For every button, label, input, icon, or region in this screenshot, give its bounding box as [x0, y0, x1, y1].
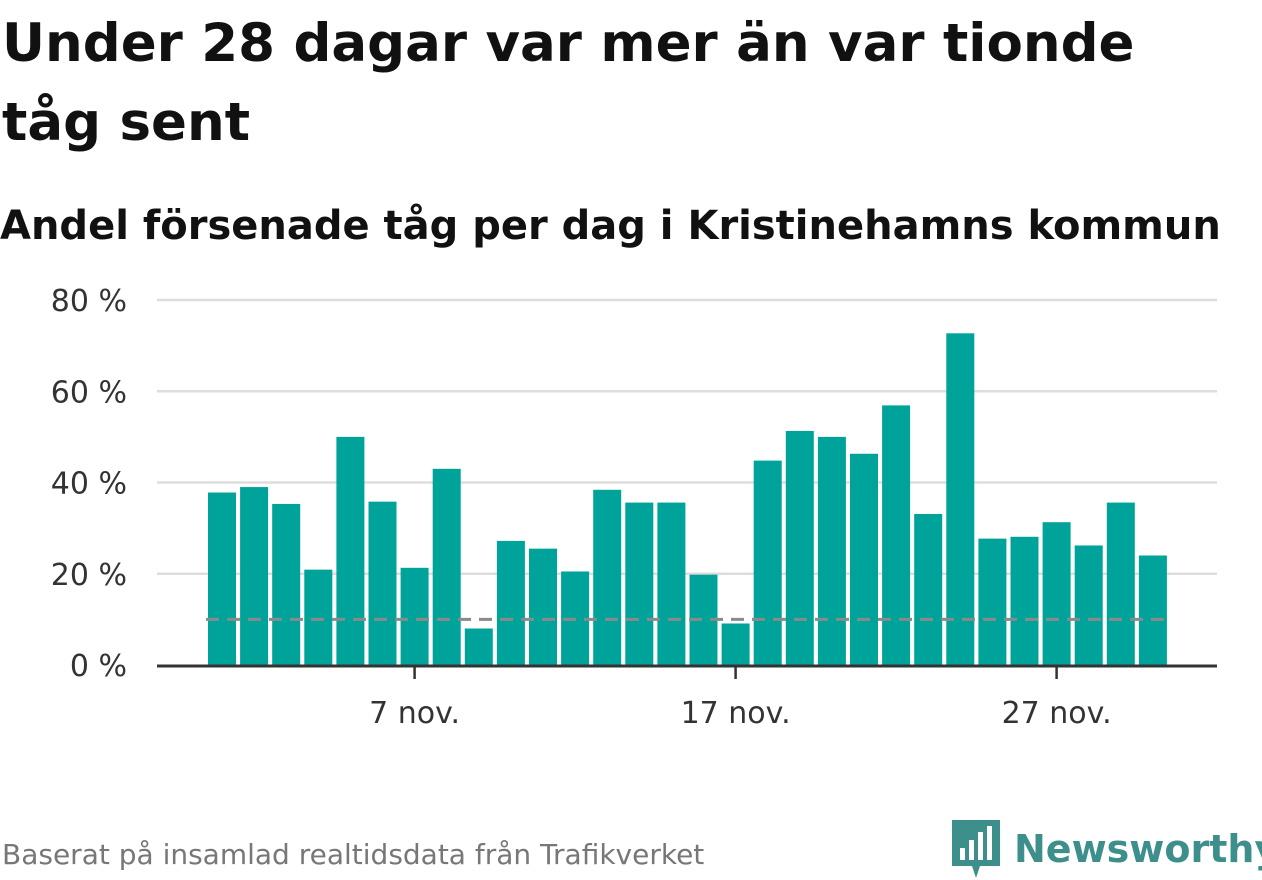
y-axis-tick-labels: 0 % 20 % 40 % 60 % 80 % [51, 284, 127, 684]
bar [1010, 536, 1039, 665]
bar [882, 405, 911, 665]
bar [753, 460, 782, 665]
bars [208, 333, 1167, 665]
gridlines [157, 298, 1217, 575]
bar-chart: 0 % 20 % 40 % 60 % 80 % 7 nov. 17 nov. 27 nov. [51, 284, 1217, 731]
x-tick-label: 27 nov. [1002, 696, 1112, 731]
x-tick-label: 17 nov. [681, 696, 791, 731]
y-tick-label: 60 % [51, 375, 127, 410]
bar [1042, 522, 1071, 665]
bar [336, 436, 365, 665]
bar [657, 502, 686, 665]
x-axis-tick-labels: 7 nov. 17 nov. 27 nov. [369, 666, 1112, 731]
y-tick-label: 40 % [51, 467, 127, 502]
brand-logo: Newsworthy [950, 818, 1262, 880]
bar [240, 487, 269, 665]
newsworthy-chart-logo-icon [952, 820, 1000, 878]
bar [272, 503, 301, 665]
bar [529, 548, 557, 665]
bar [368, 501, 397, 665]
y-tick-label: 80 % [51, 284, 127, 319]
bar [1138, 555, 1167, 665]
bar [208, 492, 236, 665]
bar [593, 489, 622, 665]
bar [304, 569, 333, 665]
y-tick-label: 0 % [70, 649, 127, 684]
bar [496, 540, 525, 665]
bar [946, 333, 975, 665]
bar [625, 502, 654, 665]
bar [1074, 545, 1103, 665]
brand-name: Newsworthy [1014, 827, 1262, 871]
bar [1106, 502, 1135, 665]
bar [464, 628, 493, 665]
bar [432, 468, 461, 665]
bar [721, 623, 750, 665]
chart-title: Under 28 dagar var mer än var tionde tåg… [2, 13, 1135, 153]
bar [978, 538, 1007, 665]
chart-subtitle: Andel försenade tåg per dag i Kristineha… [0, 203, 1221, 249]
bar [785, 430, 814, 665]
source-note: Baserat på insamlad realtidsdata från Tr… [2, 838, 705, 871]
y-tick-label: 20 % [51, 558, 127, 593]
bar [817, 436, 846, 665]
bar [914, 513, 943, 665]
bar [400, 567, 429, 665]
bar [850, 453, 878, 665]
x-tick-label: 7 nov. [369, 696, 460, 731]
